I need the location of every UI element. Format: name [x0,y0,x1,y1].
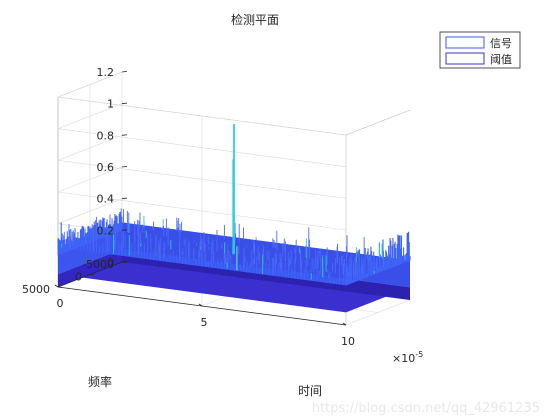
y-tick-label-0: 5000 [22,283,50,296]
legend: 信号 阈值 [439,31,521,69]
signal-surface-side-time [122,222,410,288]
legend-label-threshold: 阈值 [490,52,512,66]
surface-plot [57,124,411,313]
legend-swatch-signal [445,36,485,49]
z-tick-label-5: 1 [107,98,114,111]
z-tick-mark-6 [121,71,128,73]
legend-label-signal: 信号 [490,37,512,50]
z-tick-label-2: 0.4 [97,193,115,206]
y-axis-label: 频率 [88,374,112,389]
x-tick-mark-0 [54,284,59,288]
z-tick-label-3: 0.6 [97,161,115,174]
x-exponent: ×10-5 [392,350,423,365]
legend-box [439,31,521,69]
z-tick-mark-4 [121,134,128,136]
y-tick-label-2: -5000 [82,258,114,271]
z-tick-label-4: 0.8 [97,129,115,142]
z-tick-label-0: 0 [107,256,114,269]
x-tick-label-0: 0 [57,297,64,310]
watermark: https://blog.csdn.net/qq_42961235 [312,401,540,416]
z-tick-label-1: 0.2 [97,224,115,237]
z-tick-mark-1 [121,229,128,231]
x-exponent-power: -5 [415,350,423,359]
chart-title: 检测平面 [231,12,279,27]
back-edge-top-front [345,109,411,136]
threshold-plane-side-frequency [58,249,122,287]
x-tick-label-1: 5 [201,316,208,329]
x-axis-label: 时间 [298,384,322,398]
z-tick-mark-5 [121,102,128,105]
z-tick-mark-3 [121,166,128,168]
x-tick-label-2: 10 [341,335,355,348]
legend-swatch-threshold [445,52,485,65]
z-tick-label-6: 1.2 [97,66,115,79]
z-tick-mark-2 [121,197,128,200]
x-tick-mark-1 [198,303,203,307]
y-tick-label-1: 0 [75,271,82,284]
x-tick-mark-2 [342,322,347,326]
x-exponent-base: ×10 [392,352,415,365]
